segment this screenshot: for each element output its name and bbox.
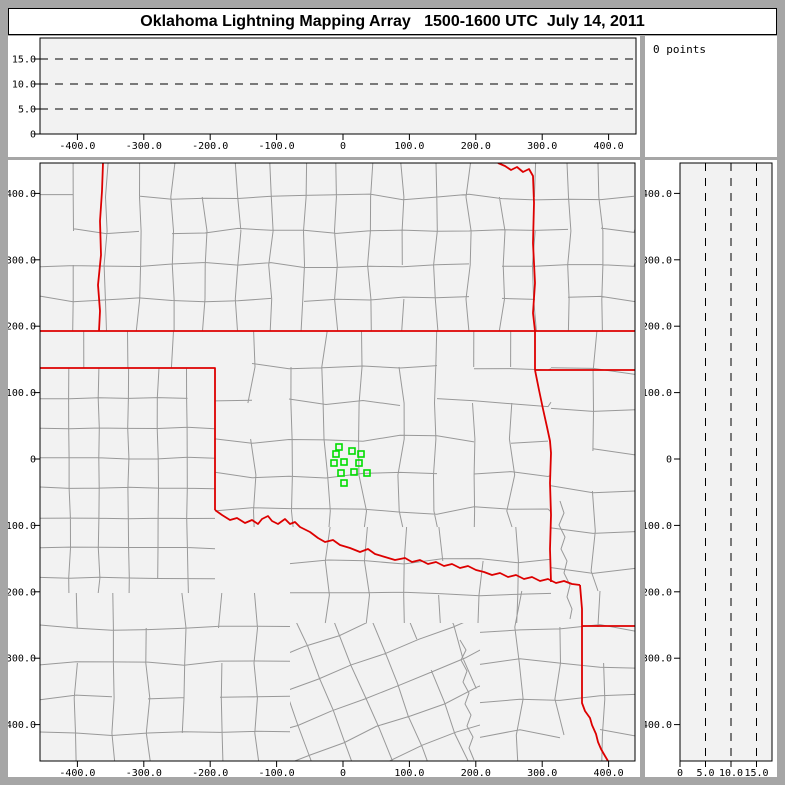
tick-label: 400.0	[594, 141, 624, 152]
lma-station-marker	[350, 468, 358, 476]
tick-label: -300.0	[126, 141, 162, 152]
tick-label: -300.0	[126, 768, 162, 777]
tick-label: 10.0	[12, 80, 36, 91]
tick-label: -400.0	[59, 768, 95, 777]
tick-label: 300.0	[527, 768, 557, 777]
tick-label: -400.0	[8, 720, 36, 731]
tick-label: 400.0	[594, 768, 624, 777]
tick-label: 300.0	[527, 141, 557, 152]
lma-station-marker	[337, 469, 345, 477]
tick-label: 10.0	[719, 768, 743, 777]
river-lines-layer	[459, 500, 573, 761]
map-layers	[40, 163, 635, 761]
tick-label: 200.0	[461, 768, 491, 777]
tick-label: 300.0	[8, 255, 36, 266]
county-boundaries-layer	[40, 163, 635, 761]
altitude-ns-plot[interactable]: 400.0 300.0 200.0 100.0 0 -100.0 -200.0 -300.0 -…	[645, 160, 777, 777]
tick-label: 15.0	[12, 55, 36, 66]
tick-label: -200.0	[645, 587, 672, 598]
tick-label: 400.0	[645, 189, 672, 200]
lma-station-marker	[340, 479, 348, 487]
tick-label: 200.0	[8, 322, 36, 333]
tick-label: 200.0	[645, 322, 672, 333]
altitude-ew-plot[interactable]: 0 5.0 10.0 15.0 -400.0 -300.0 -200.0 -100.0 0 100…	[8, 36, 640, 157]
tick-label: 100.0	[394, 768, 424, 777]
tick-label: 5.0	[696, 768, 714, 777]
tick-label: -300.0	[8, 654, 36, 665]
tick-label: -100.0	[259, 141, 295, 152]
lma-station-marker	[335, 443, 343, 451]
tick-label: -100.0	[8, 521, 36, 532]
points-count-panel: 0 points	[645, 36, 777, 157]
tick-label: 0	[666, 455, 672, 466]
tick-label: -200.0	[192, 768, 228, 777]
tick-label: 0	[677, 768, 683, 777]
tick-label: 300.0	[645, 255, 672, 266]
tick-label: -200.0	[192, 141, 228, 152]
lma-station-marker	[363, 469, 371, 477]
lma-station-marker	[330, 459, 338, 467]
tick-label: 400.0	[8, 189, 36, 200]
altitude-ns-panel[interactable]: 400.0 300.0 200.0 100.0 0 -100.0 -200.0 -300.0 -…	[645, 160, 777, 777]
tick-label: 15.0	[744, 768, 768, 777]
tick-label: -100.0	[645, 521, 672, 532]
tick-label: -200.0	[8, 587, 36, 598]
title-bar: Oklahoma Lightning Mapping Array 1500-16…	[8, 8, 777, 35]
tick-label: 100.0	[645, 388, 672, 399]
tick-label: 0	[340, 141, 346, 152]
tick-label: 5.0	[18, 105, 36, 116]
state-borders-layer	[40, 163, 635, 761]
tick-label: -400.0	[645, 720, 672, 731]
tick-label: -400.0	[59, 141, 95, 152]
tick-label: 200.0	[461, 141, 491, 152]
tick-label: 100.0	[8, 388, 36, 399]
plot-frame	[39, 162, 636, 762]
altitude-ew-panel[interactable]: 0 5.0 10.0 15.0 -400.0 -300.0 -200.0 -100.0 0 100…	[8, 36, 640, 157]
plot-frame	[679, 162, 773, 762]
plan-view-plot[interactable]: 400.0 300.0 200.0 100.0 0 -100.0 -200.0 -300.0 -…	[8, 160, 640, 777]
tick-label: 0	[340, 768, 346, 777]
points-count-label: 0 points	[653, 43, 706, 56]
lma-station-marker	[348, 447, 356, 455]
lma-station-marker	[357, 450, 365, 458]
lma-station-marker	[340, 458, 348, 466]
plan-view-map-panel[interactable]: 400.0 300.0 200.0 100.0 0 -100.0 -200.0 -300.0 -…	[8, 160, 640, 777]
plot-frame	[39, 37, 637, 135]
lma-station-marker	[332, 450, 340, 458]
page-title: Oklahoma Lightning Mapping Array 1500-16…	[140, 12, 645, 30]
lma-station-marker	[355, 459, 363, 467]
tick-label: 100.0	[394, 141, 424, 152]
tick-label: 0	[30, 130, 36, 141]
tick-label: 0	[30, 455, 36, 466]
tick-label: -300.0	[645, 654, 672, 665]
tick-label: -100.0	[259, 768, 295, 777]
lma-stations-layer	[330, 443, 371, 487]
